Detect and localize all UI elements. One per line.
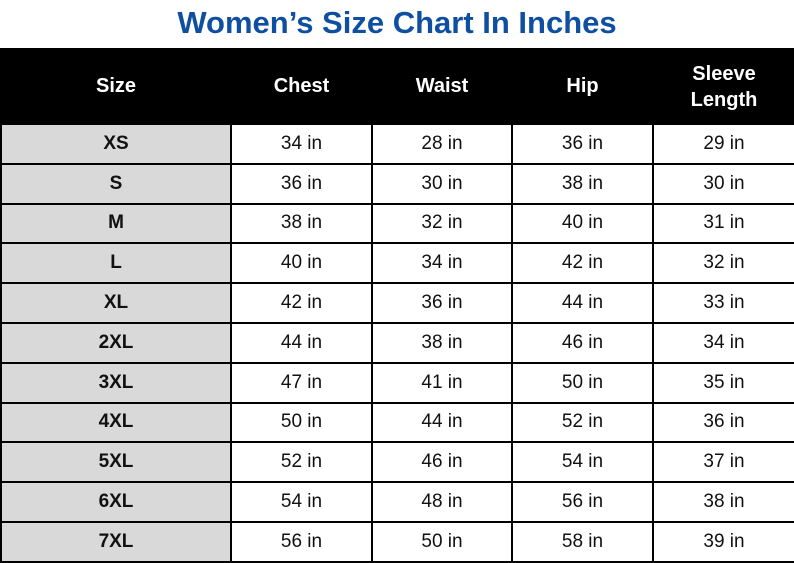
measure-cell: 38 in (371, 321, 513, 364)
measure-cell: 54 in (230, 481, 373, 523)
measure-cell: 39 in (652, 520, 794, 563)
measure-cell: 28 in (371, 123, 513, 165)
measure-cell: 34 in (371, 242, 513, 285)
size-cell: 4XL (0, 401, 232, 444)
measure-cell: 42 in (511, 242, 654, 285)
measure-cell: 38 in (652, 481, 794, 523)
measure-cell: 37 in (652, 441, 794, 484)
table-row: 7XL 56 in 50 in 58 in 39 in (0, 520, 794, 563)
table-row: 2XL 44 in 38 in 46 in 34 in (0, 321, 794, 364)
measure-cell: 36 in (511, 123, 654, 165)
measure-cell: 56 in (230, 520, 373, 563)
size-cell: XL (0, 282, 232, 324)
table-row: XS 34 in 28 in 36 in 29 in (0, 123, 794, 165)
table-row: 4XL 50 in 44 in 52 in 36 in (0, 401, 794, 444)
measure-cell: 52 in (511, 401, 654, 444)
table-row: XL 42 in 36 in 44 in 33 in (0, 282, 794, 324)
size-table: Size Chest Waist Hip Sleeve Length XS 34 in 28… (0, 48, 794, 563)
column-header: Chest (230, 48, 373, 125)
table-row: M 38 in 32 in 40 in 31 in (0, 202, 794, 245)
table-row: 6XL 54 in 48 in 56 in 38 in (0, 481, 794, 523)
size-cell: 7XL (0, 520, 232, 563)
table-row: 3XL 47 in 41 in 50 in 35 in (0, 361, 794, 404)
table-body: XS 34 in 28 in 36 in 29 in S 36 in 30 in 38 in 30… (0, 123, 794, 563)
measure-cell: 44 in (511, 282, 654, 324)
measure-cell: 40 in (511, 202, 654, 245)
measure-cell: 41 in (371, 361, 513, 404)
measure-cell: 52 in (230, 441, 373, 484)
table-row: 5XL 52 in 46 in 54 in 37 in (0, 441, 794, 484)
measure-cell: 30 in (652, 162, 794, 205)
table-row: S 36 in 30 in 38 in 30 in (0, 162, 794, 205)
measure-cell: 44 in (230, 321, 373, 364)
measure-cell: 46 in (511, 321, 654, 364)
size-cell: XS (0, 123, 232, 165)
measure-cell: 32 in (371, 202, 513, 245)
measure-cell: 47 in (230, 361, 373, 404)
measure-cell: 36 in (230, 162, 373, 205)
size-cell: M (0, 202, 232, 245)
measure-cell: 44 in (371, 401, 513, 444)
measure-cell: 58 in (511, 520, 654, 563)
size-cell: L (0, 242, 232, 285)
header-row: Size Chest Waist Hip Sleeve Length (0, 48, 794, 125)
measure-cell: 42 in (230, 282, 373, 324)
column-header: Size (0, 48, 232, 125)
measure-cell: 35 in (652, 361, 794, 404)
title: Women’s Size Chart In Inches (177, 5, 617, 40)
measure-cell: 34 in (652, 321, 794, 364)
size-cell: 3XL (0, 361, 232, 404)
measure-cell: 36 in (371, 282, 513, 324)
measure-cell: 31 in (652, 202, 794, 245)
measure-cell: 56 in (511, 481, 654, 523)
size-cell: 5XL (0, 441, 232, 484)
measure-cell: 38 in (230, 202, 373, 245)
measure-cell: 40 in (230, 242, 373, 285)
measure-cell: 36 in (652, 401, 794, 444)
measure-cell: 32 in (652, 242, 794, 285)
size-cell: S (0, 162, 232, 205)
measure-cell: 38 in (511, 162, 654, 205)
size-cell: 2XL (0, 321, 232, 364)
measure-cell: 54 in (511, 441, 654, 484)
measure-cell: 34 in (230, 123, 373, 165)
table-row: L 40 in 34 in 42 in 32 in (0, 242, 794, 285)
column-header: Waist (371, 48, 513, 125)
measure-cell: 50 in (371, 520, 513, 563)
size-cell: 6XL (0, 481, 232, 523)
measure-cell: 30 in (371, 162, 513, 205)
measure-cell: 33 in (652, 282, 794, 324)
measure-cell: 29 in (652, 123, 794, 165)
measure-cell: 50 in (230, 401, 373, 444)
column-header: Hip (511, 48, 654, 125)
column-header: Sleeve Length (652, 48, 794, 125)
measure-cell: 50 in (511, 361, 654, 404)
measure-cell: 46 in (371, 441, 513, 484)
measure-cell: 48 in (371, 481, 513, 523)
